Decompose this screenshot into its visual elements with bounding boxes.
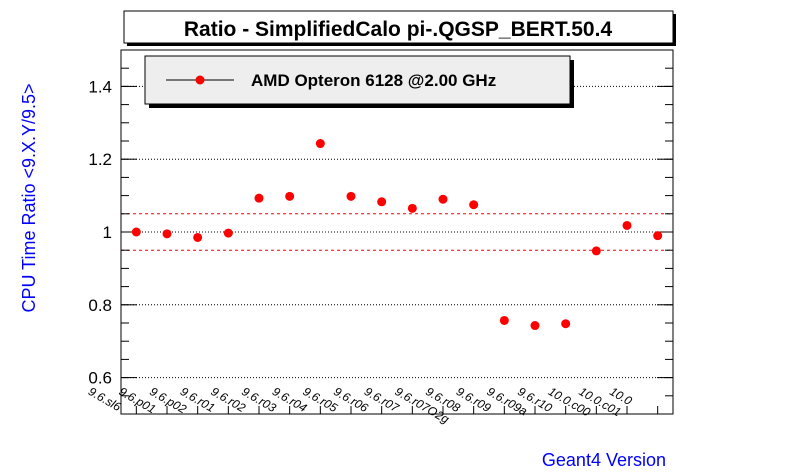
data-point	[377, 197, 387, 207]
data-point	[591, 246, 601, 256]
grid-lines	[121, 85, 673, 379]
data-point	[162, 229, 172, 239]
y-tick-label: 1	[103, 223, 112, 242]
data-point	[653, 231, 663, 241]
y-tick-label: 0.6	[88, 369, 112, 388]
y-axis-ticks: 0.6 0.8 1 1.2 1.4	[88, 49, 673, 415]
data-point	[438, 194, 448, 204]
x-tick-label: 9.6.sl6	[86, 384, 124, 414]
x-axis-ticks: 9.6.sl69.6.p019.6.p029.6.r019.6.r029.6.r…	[86, 384, 659, 427]
data-point	[407, 203, 417, 213]
y-tick-label: 1.2	[88, 150, 112, 169]
data-point	[469, 200, 479, 210]
legend-label: AMD Opteron 6128 @2.00 GHz	[251, 71, 496, 90]
data-point	[285, 191, 295, 201]
chart-title: Ratio - SimplifiedCalo pi-.QGSP_BERT.50.…	[184, 18, 613, 41]
y-tick-label: 1.4	[88, 77, 112, 96]
data-point	[254, 193, 264, 203]
y-tick-label: 0.8	[88, 296, 112, 315]
data-point	[315, 139, 325, 149]
reference-lines	[121, 213, 673, 251]
data-point	[499, 315, 509, 325]
data-points	[131, 139, 663, 331]
data-point	[561, 319, 571, 329]
x-axis-title: Geant4 Version	[542, 450, 666, 470]
legend-marker	[195, 75, 205, 85]
data-point	[193, 232, 203, 242]
title-box	[123, 10, 674, 44]
y-axis-title: CPU Time Ratio <9.X.Y/9.5>	[19, 83, 39, 312]
data-point	[530, 321, 540, 331]
data-point	[223, 228, 233, 238]
data-point	[622, 220, 632, 230]
data-point	[131, 227, 141, 237]
data-point	[346, 191, 356, 201]
